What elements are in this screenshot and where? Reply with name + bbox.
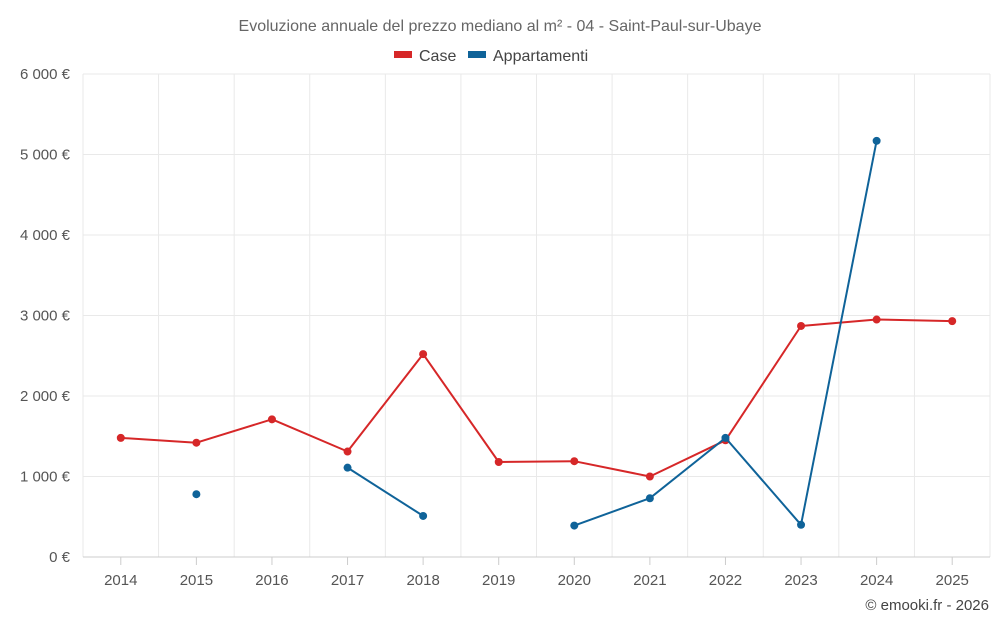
data-point-case[interactable] [948,317,957,326]
y-tick-label: 2 000 € [20,388,71,405]
series [116,136,957,530]
data-point-case[interactable] [343,447,352,456]
x-tick-label: 2022 [709,572,742,589]
series-line-appartamenti [573,140,878,527]
y-tick-label: 5 000 € [20,147,71,164]
legend-label-appartamenti: Appartamenti [493,48,588,65]
data-point-appartamenti[interactable] [419,511,428,520]
data-point-case[interactable] [419,350,428,359]
legend-swatch-case [394,51,412,58]
y-tick-label: 3 000 € [20,308,71,325]
x-tick-label: 2025 [936,572,969,589]
x-tick-label: 2014 [104,572,137,589]
data-point-appartamenti[interactable] [570,521,579,530]
data-point-appartamenti[interactable] [797,520,806,529]
data-point-case[interactable] [267,415,276,424]
legend-item-appartamenti[interactable]: Appartamenti [468,48,588,65]
x-tick-label: 2021 [633,572,666,589]
x-tick-label: 2015 [180,572,213,589]
legend-swatch-appartamenti [468,51,486,58]
data-point-appartamenti[interactable] [721,433,730,442]
series-appartamenti [192,136,881,530]
series-line-appartamenti [346,466,424,517]
x-tick-label: 2023 [784,572,817,589]
data-point-case[interactable] [872,315,881,324]
data-point-appartamenti[interactable] [645,494,654,503]
data-point-case[interactable] [192,438,201,447]
x-tick-label: 2019 [482,572,515,589]
credit-text: © emooki.fr - 2026 [865,597,989,614]
y-tick-label: 4 000 € [20,227,71,244]
series-line-case [120,318,953,478]
legend: Case Appartamenti [394,48,588,65]
x-tick-label: 2017 [331,572,364,589]
x-tick-label: 2020 [558,572,591,589]
y-tick-label: 6 000 € [20,66,71,83]
legend-item-case[interactable]: Case [394,48,456,65]
data-point-case[interactable] [570,457,579,466]
x-axis-ticks: 2014 2015 2016 2017 2018 2019 2020 2021 2022 2023… [104,557,969,589]
x-tick-label: 2018 [406,572,439,589]
y-tick-label: 0 € [49,549,71,566]
data-point-case[interactable] [797,321,806,330]
y-tick-label: 1 000 € [20,469,71,486]
legend-label-case: Case [419,48,456,65]
data-point-appartamenti[interactable] [872,136,881,145]
data-point-appartamenti[interactable] [343,463,352,472]
x-tick-label: 2016 [255,572,288,589]
data-point-case[interactable] [645,472,654,481]
data-point-case[interactable] [494,458,503,467]
chart-title: Evoluzione annuale del prezzo mediano al… [239,18,762,35]
grid [82,73,991,558]
y-axis-ticks: 0 € 1 000 € 2 000 € 3 000 € 4 000 € 5 000 € 6 … [20,66,71,566]
x-tick-label: 2024 [860,572,893,589]
data-point-appartamenti[interactable] [192,490,201,499]
data-point-case[interactable] [116,433,125,442]
